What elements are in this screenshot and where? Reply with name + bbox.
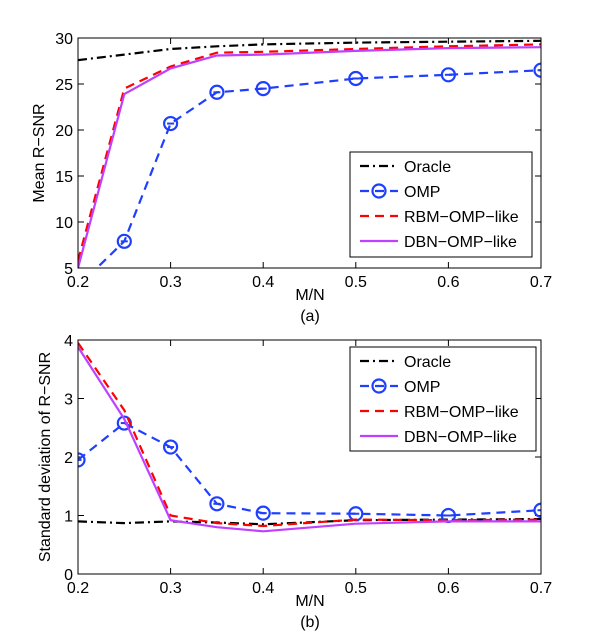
chart-b-axes-box (77, 339, 542, 575)
y-tick-label: 30 (55, 31, 73, 48)
chart-a-axes-box (77, 37, 542, 269)
data-point (163, 115, 179, 132)
x-tick-label: 0.4 (252, 274, 274, 291)
y-tick-label: 4 (64, 333, 73, 350)
x-tick-label: 0.5 (345, 580, 367, 597)
series-line-3 (78, 46, 541, 268)
x-tick-label: 0.3 (159, 580, 181, 597)
chart-a-legend: Oracle OMP RBM−OMP−like DBN−OMP−like (349, 151, 533, 258)
legend-label: OMP (404, 184, 440, 201)
legend-marker (371, 378, 387, 394)
x-tick-label: 0.7 (530, 274, 552, 291)
chart-b-ticks: 0.2 0.3 0.4 0.5 0.6 0.7 0 1 2 3 4 (64, 333, 552, 597)
data-point (440, 67, 456, 83)
x-tick-label: 0.6 (437, 274, 459, 291)
data-point (209, 84, 225, 100)
chart-a-panel-label: (a) (300, 308, 320, 325)
data-point (78, 452, 86, 468)
chart-b: 0.2 0.3 0.4 0.5 0.6 0.7 0 1 2 3 4 Oracle OMP RBM−OMP… (37, 333, 552, 631)
chart-a-xlabel: M/N (295, 287, 324, 304)
data-point (163, 439, 179, 455)
data-point (533, 502, 541, 518)
data-point (255, 80, 271, 97)
y-tick-label: 3 (64, 392, 73, 409)
legend-label: DBN−OMP−like (404, 429, 517, 446)
chart-b-legend-box (349, 346, 537, 452)
series-line-1 (78, 421, 541, 517)
x-tick-label: 0.4 (252, 580, 274, 597)
x-tick-label: 0.3 (159, 274, 181, 291)
legend-label: Oracle (404, 159, 451, 176)
chart-a: 0.2 0.3 0.4 0.5 0.6 0.7 5 10 15 20 25 30 Oracle OMP R… (31, 31, 552, 325)
legend-label: DBN−OMP−like (404, 234, 517, 251)
x-tick-label: 0.2 (67, 274, 89, 291)
chart-b-ylabel: Standard deviation of R−SNR (37, 352, 54, 562)
data-point (533, 62, 541, 78)
y-tick-label: 1 (64, 509, 73, 526)
y-tick-label: 20 (55, 123, 73, 140)
chart-a-series (78, 39, 541, 268)
x-tick-label: 0.6 (437, 580, 459, 597)
series-line-0 (78, 39, 541, 62)
chart-b-panel-label: (b) (300, 614, 320, 631)
y-tick-label: 2 (64, 450, 73, 467)
x-tick-label: 0.7 (530, 580, 552, 597)
legend-label: OMP (404, 379, 440, 396)
legend-label: RBM−OMP−like (404, 404, 519, 421)
series-line-2 (78, 43, 541, 261)
legend-marker (371, 183, 387, 199)
data-point (209, 496, 225, 512)
x-tick-label: 0.2 (67, 580, 89, 597)
series-line-1 (95, 69, 541, 268)
chart-a-ylabel: Mean R−SNR (31, 103, 48, 202)
chart-b-xlabel: M/N (295, 593, 324, 610)
data-point (255, 505, 271, 521)
y-tick-label: 0 (64, 567, 73, 584)
chart-b-legend: Oracle OMP RBM−OMP−like DBN−OMP−like (349, 346, 537, 452)
x-tick-label: 0.5 (345, 274, 367, 291)
chart-b-series (78, 342, 541, 533)
y-tick-label: 25 (55, 77, 73, 94)
data-point (116, 233, 132, 249)
y-tick-label: 5 (64, 261, 73, 278)
y-tick-label: 15 (55, 169, 73, 186)
series-line-3 (78, 346, 541, 533)
y-tick-label: 10 (55, 215, 73, 232)
legend-label: RBM−OMP−like (404, 209, 519, 226)
data-point (348, 70, 364, 87)
legend-label: Oracle (404, 354, 451, 371)
chart-a-legend-box (349, 151, 533, 258)
series-line-0 (78, 517, 541, 526)
